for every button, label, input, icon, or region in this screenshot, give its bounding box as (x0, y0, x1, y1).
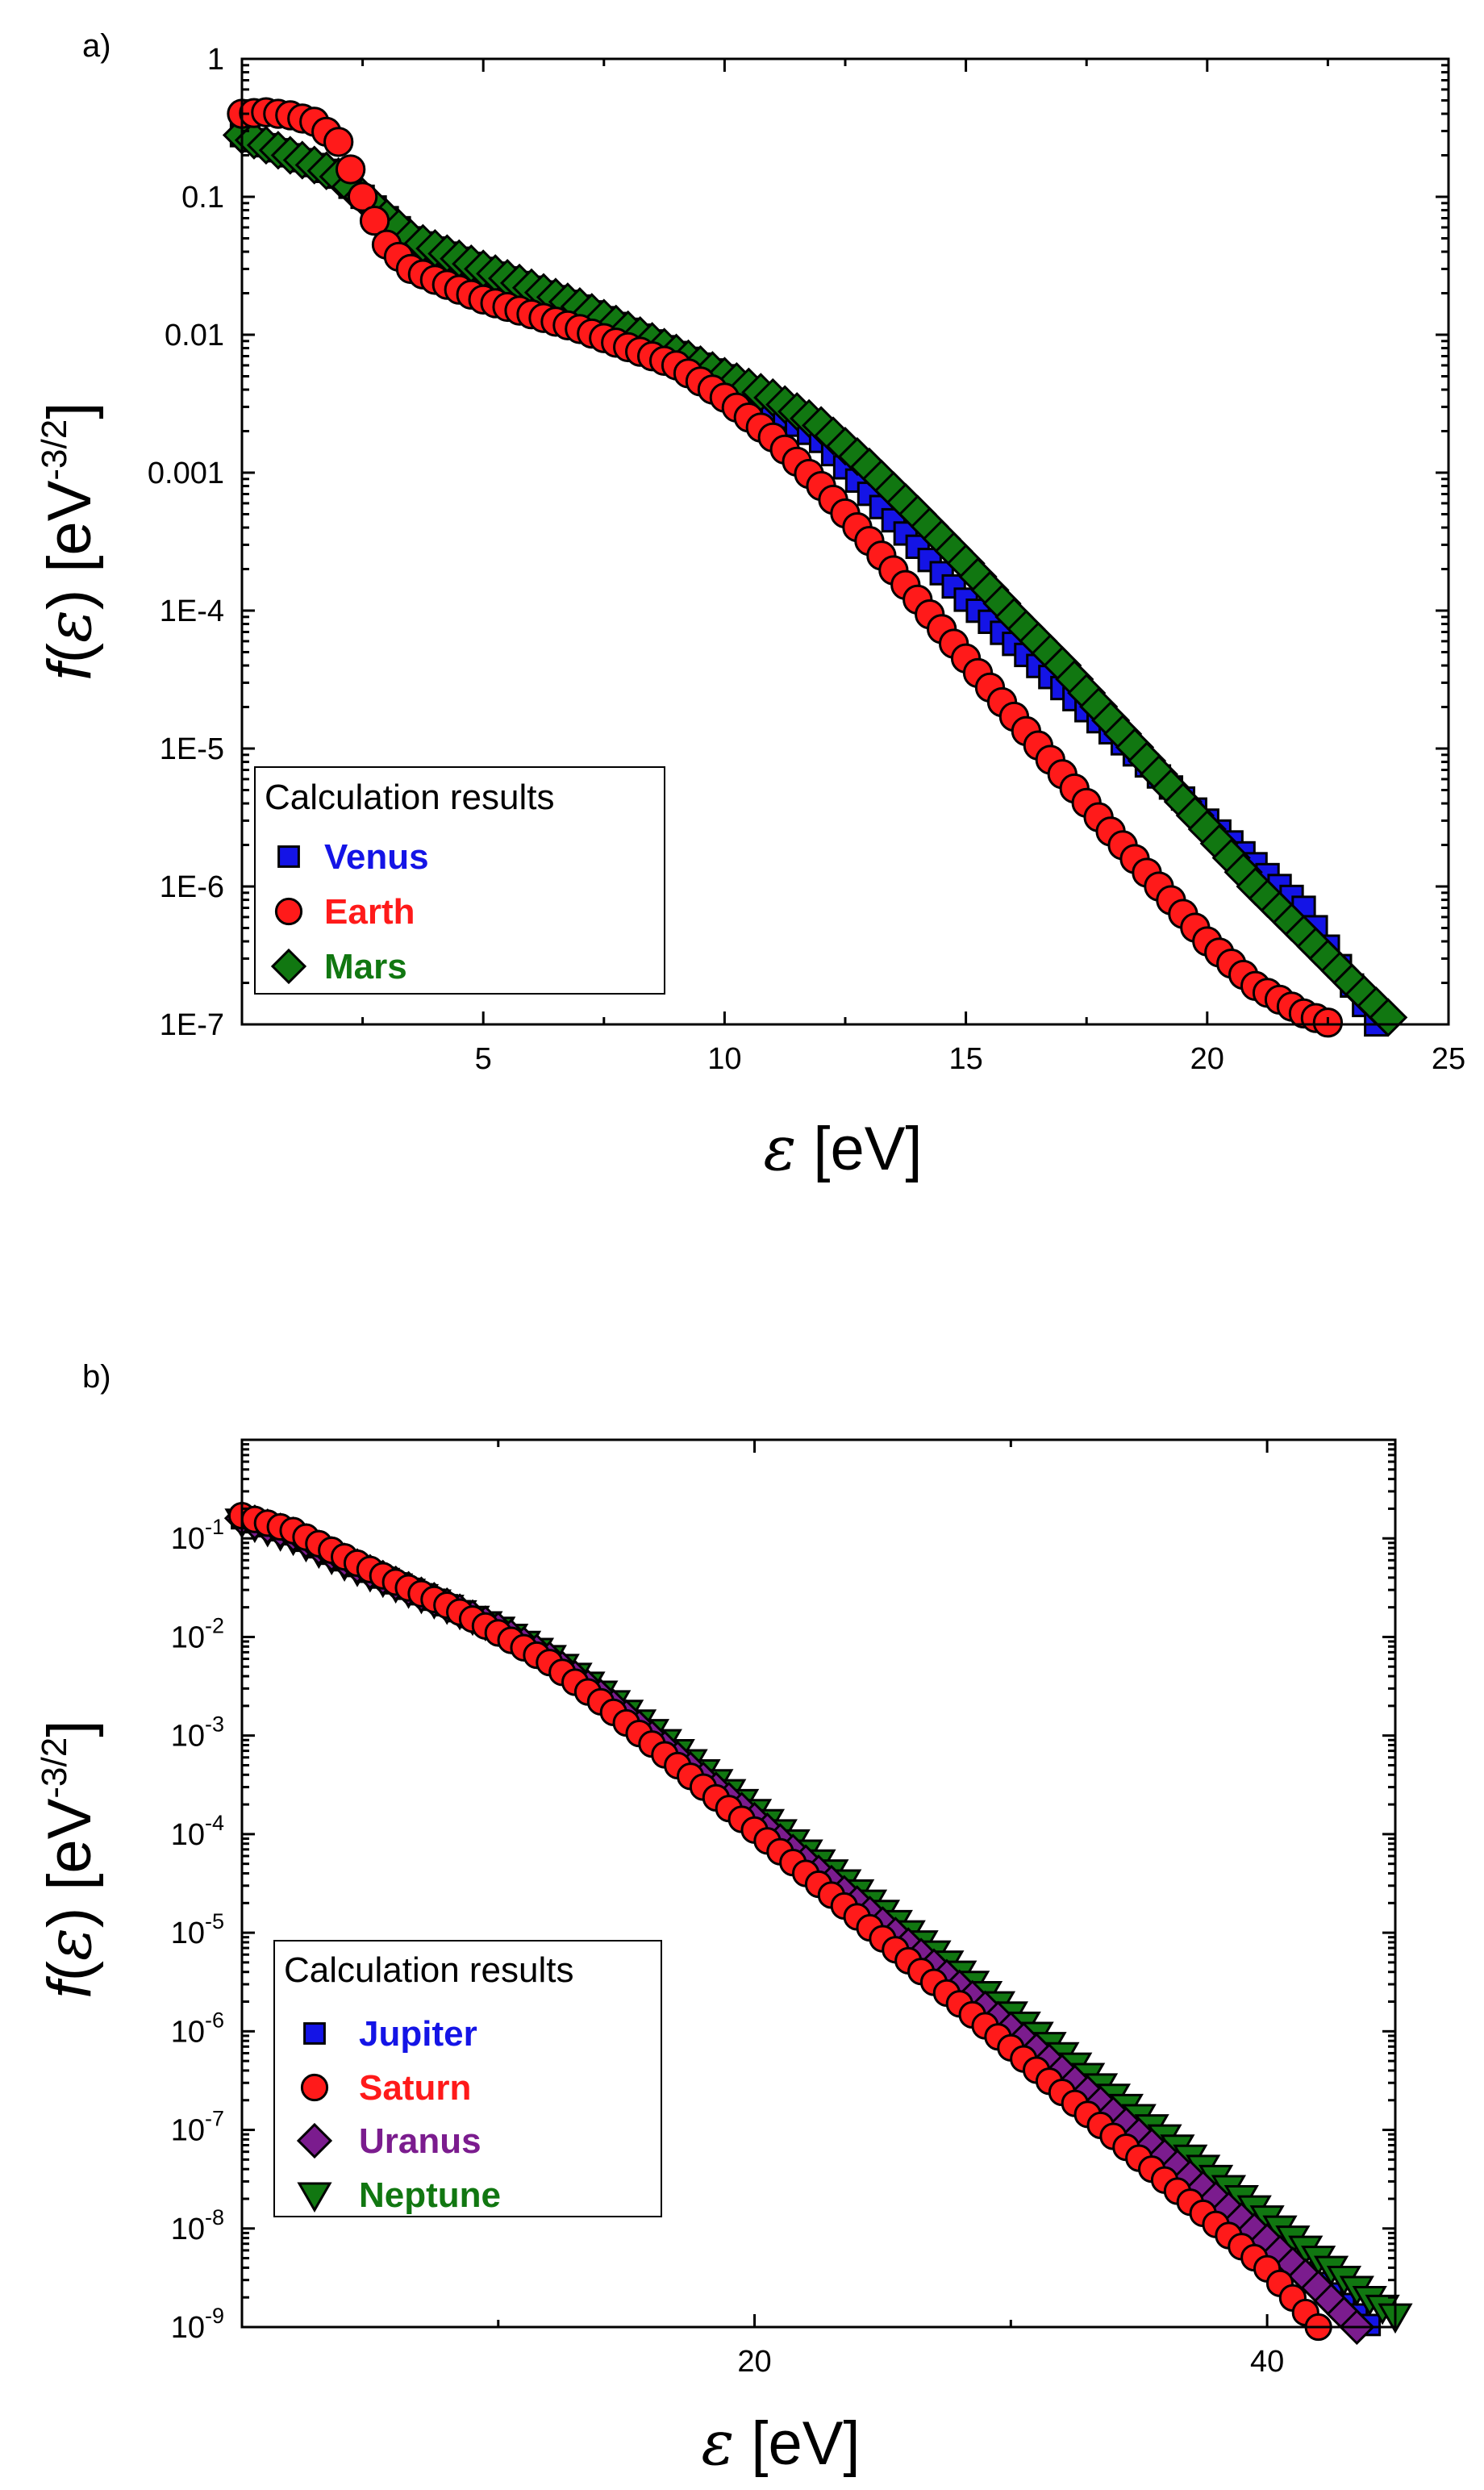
axis-ticks (242, 1438, 1395, 2329)
legend-entry-jupiter: Jupiter (359, 2014, 477, 2054)
data-point-earth (359, 205, 390, 236)
data-point-mars (1369, 998, 1408, 1037)
x-tick-label: 20 (1190, 1042, 1224, 1076)
y-tick-label: 10-8 (171, 2205, 224, 2246)
y-tick-label: 1 (207, 43, 224, 77)
x-tick-label: 40 (1250, 2345, 1284, 2379)
y-tick-label: 1E-6 (160, 870, 224, 904)
y-tick-label: 0.1 (181, 181, 224, 215)
y-tick-label: 10-2 (171, 1613, 224, 1654)
y-tick-label: 1E-4 (160, 594, 224, 628)
y-tick-label: 10-9 (171, 2304, 224, 2345)
x-tick-label: 15 (948, 1042, 982, 1076)
legend-entry-neptune: Neptune (359, 2175, 501, 2215)
y-axis-title: f(ε) [eV-3/2] (33, 402, 105, 681)
y-tick-label: 10-1 (171, 1515, 224, 1556)
x-tick-label: 20 (737, 2345, 771, 2379)
data-markers (223, 1500, 1413, 2346)
x-tick-label: 5 (475, 1042, 492, 1076)
data-point-earth (335, 154, 366, 185)
legend-marker-jupiter (303, 2022, 326, 2045)
series-earth (227, 97, 1344, 1038)
legend-entry-saturn: Saturn (359, 2068, 471, 2108)
legend-entry-venus: Venus (324, 837, 429, 877)
legend-box (254, 766, 665, 995)
y-tick-label: 0.001 (148, 457, 224, 490)
x-axis-title: ε [eV] (701, 2407, 860, 2479)
legend-marker-venus (277, 845, 300, 868)
legend: Calculation results Jupiter Saturn Uranus Ne… (273, 1940, 662, 2217)
data-point-earth (323, 127, 354, 157)
y-tick-label: 0.01 (165, 319, 224, 352)
panel-b: b) 20 40 10-1 10-2 10-3 10-4 10-5 10-6 10-7 10-8 1… (33, 1359, 1413, 2479)
legend-entry-earth: Earth (324, 892, 415, 932)
legend-marker-neptune (297, 2182, 332, 2213)
legend: Calculation results Venus Earth Mars (254, 766, 665, 995)
legend-marker-mars (270, 948, 307, 985)
y-tick-label: 10-4 (171, 1811, 224, 1852)
panel-a: a) 5 10 15 20 25 1 0.1 0.01 0.001 1E-4 1E-5 1E-6 1E-… (33, 28, 1465, 1184)
legend-marker-earth (274, 897, 303, 926)
y-tick-label: 10-3 (171, 1712, 224, 1754)
panel-label: a) (82, 28, 111, 64)
plot-frame (240, 1438, 1397, 2329)
y-tick-label: 10-6 (171, 2008, 224, 2049)
data-point-earth (347, 181, 378, 212)
y-tick-label: 10-7 (171, 2107, 224, 2148)
axis-ticks (242, 57, 1450, 1026)
x-tick-label: 25 (1432, 1042, 1465, 1076)
series-saturn (227, 1501, 1332, 2342)
y-tick-label: 1E-7 (160, 1008, 224, 1042)
y-tick-label: 1E-5 (160, 732, 224, 766)
x-tick-label: 10 (707, 1042, 741, 1076)
legend-title: Calculation results (284, 1950, 574, 1990)
legend-marker-saturn (300, 2073, 329, 2102)
x-axis-title: ε [eV] (763, 1112, 922, 1184)
legend-marker-uranus (296, 2122, 333, 2159)
legend-entry-uranus: Uranus (359, 2121, 481, 2161)
legend-entry-mars: Mars (324, 947, 407, 986)
legend-title: Calculation results (265, 778, 555, 817)
y-axis-title: f(ε) [eV-3/2] (33, 1720, 105, 1999)
legend-box (273, 1940, 662, 2217)
y-tick-label: 10-5 (171, 1909, 224, 1950)
panel-label: b) (82, 1359, 111, 1395)
